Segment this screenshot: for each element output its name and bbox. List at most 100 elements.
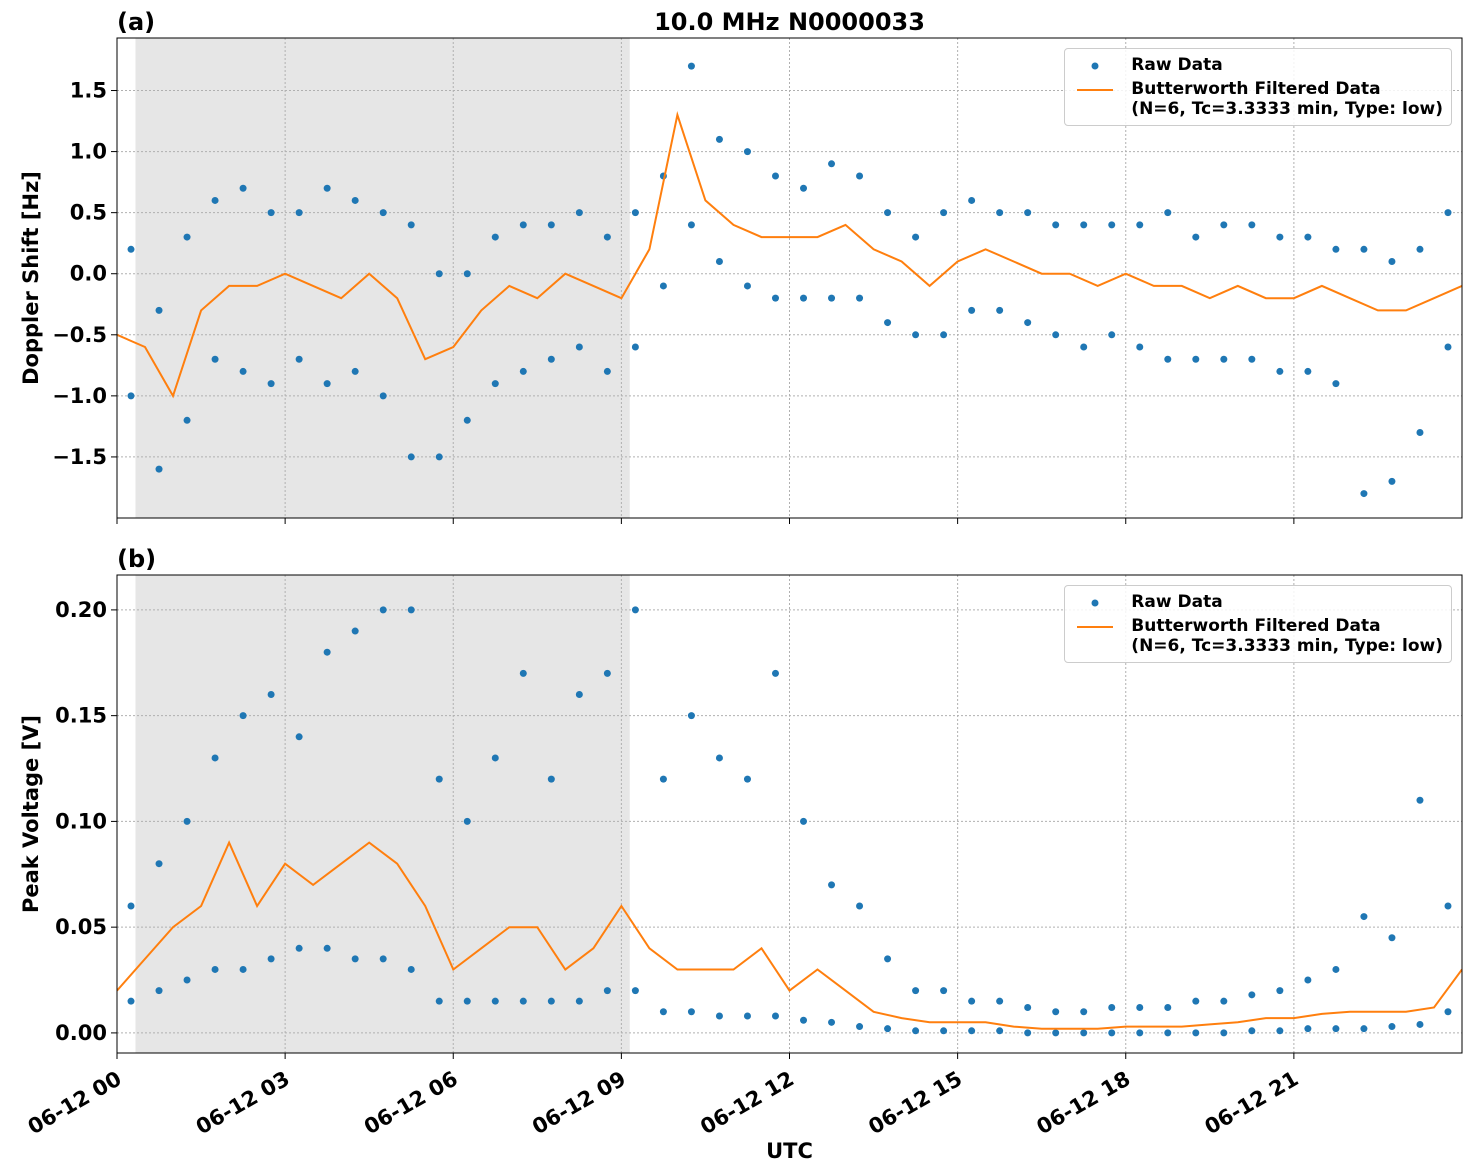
raw-point	[687, 221, 695, 229]
legend-key	[1091, 62, 1099, 70]
raw-point	[351, 627, 359, 635]
legend-key	[1077, 89, 1114, 91]
raw-point	[1444, 209, 1452, 217]
raw-point	[463, 270, 471, 278]
raw-point	[912, 233, 920, 241]
legend: Raw Data Butterworth Filtered Data (N=6, …	[1064, 48, 1452, 126]
raw-point	[351, 196, 359, 204]
raw-point	[211, 965, 219, 973]
y-tick-label: 1.5	[70, 79, 107, 103]
y-tick-label: 0.20	[55, 598, 107, 622]
raw-point	[1220, 1029, 1228, 1037]
raw-point	[155, 306, 163, 314]
raw-point	[1416, 429, 1424, 437]
raw-point	[1388, 258, 1396, 266]
panel-label: (b)	[117, 545, 156, 573]
raw-point	[996, 997, 1004, 1005]
filtered-line	[117, 111, 1462, 399]
raw-point	[1416, 1020, 1424, 1028]
raw-point	[155, 860, 163, 868]
raw-point	[800, 294, 808, 302]
raw-point	[771, 172, 779, 180]
raw-point	[1332, 965, 1340, 973]
raw-point	[1304, 233, 1312, 241]
raw-point	[127, 902, 135, 910]
y-tick-label: −1.0	[52, 384, 107, 408]
raw-point	[1332, 380, 1340, 388]
raw-point	[547, 775, 555, 783]
raw-point	[239, 367, 247, 375]
raw-point	[603, 669, 611, 677]
x-tick-label: 06-12 00	[24, 1067, 126, 1140]
raw-point	[1444, 902, 1452, 910]
raw-point	[547, 355, 555, 363]
panel-label: (a)	[117, 8, 155, 36]
raw-point	[1332, 1025, 1340, 1033]
raw-point	[743, 282, 751, 290]
raw-point	[856, 172, 864, 180]
raw-point	[940, 987, 948, 995]
raw-point	[603, 233, 611, 241]
raw-point	[828, 1018, 836, 1026]
raw-point	[1136, 343, 1144, 351]
raw-point	[968, 196, 976, 204]
raw-point	[463, 416, 471, 424]
legend-label: Raw Data	[1131, 55, 1223, 75]
raw-point	[828, 881, 836, 889]
raw-point	[407, 221, 415, 229]
x-tick-label: 06-12 18	[1032, 1067, 1134, 1140]
raw-point	[715, 1012, 723, 1020]
raw-point	[1220, 355, 1228, 363]
raw-point	[631, 209, 639, 217]
raw-point	[519, 997, 527, 1005]
raw-point	[1444, 343, 1452, 351]
raw-point	[884, 319, 892, 327]
raw-point	[1220, 221, 1228, 229]
raw-point	[295, 944, 303, 952]
raw-point	[407, 453, 415, 461]
legend-entry: Butterworth Filtered Data (N=6, Tc=3.333…	[1073, 79, 1443, 119]
raw-point	[771, 1012, 779, 1020]
raw-point	[1108, 221, 1116, 229]
raw-point	[912, 1027, 920, 1035]
raw-point	[183, 233, 191, 241]
raw-point	[1052, 331, 1060, 339]
raw-point	[1108, 1029, 1116, 1037]
raw-point	[659, 775, 667, 783]
raw-point	[1108, 1004, 1116, 1012]
raw-point	[1080, 221, 1088, 229]
raw-point	[1192, 997, 1200, 1005]
raw-point	[1164, 209, 1172, 217]
y-tick-label: 0.0	[70, 262, 107, 286]
shaded-span	[135, 575, 630, 1053]
raw-point	[435, 453, 443, 461]
raw-point	[968, 997, 976, 1005]
raw-point	[856, 902, 864, 910]
x-tick-label: 06-12 15	[864, 1067, 966, 1140]
legend-label: Raw Data	[1131, 592, 1223, 612]
raw-point	[155, 465, 163, 473]
raw-point	[1388, 1023, 1396, 1031]
x-tick-label: 06-12 21	[1201, 1067, 1303, 1140]
raw-point	[743, 1012, 751, 1020]
legend-marker	[1091, 62, 1099, 70]
raw-point	[379, 955, 387, 963]
raw-point	[631, 987, 639, 995]
raw-point	[1164, 1004, 1172, 1012]
raw-point	[407, 965, 415, 973]
chart-title: 10.0 MHz N0000033	[654, 8, 925, 36]
raw-point	[435, 775, 443, 783]
raw-point	[1024, 319, 1032, 327]
raw-point	[267, 955, 275, 963]
raw-point	[1136, 1029, 1144, 1037]
raw-point	[323, 944, 331, 952]
y-tick-label: 0.05	[55, 915, 107, 939]
raw-point	[1276, 1027, 1284, 1035]
raw-point	[912, 331, 920, 339]
raw-point	[435, 997, 443, 1005]
raw-point	[1024, 209, 1032, 217]
raw-point	[996, 209, 1004, 217]
raw-point	[940, 209, 948, 217]
raw-point	[800, 1016, 808, 1024]
